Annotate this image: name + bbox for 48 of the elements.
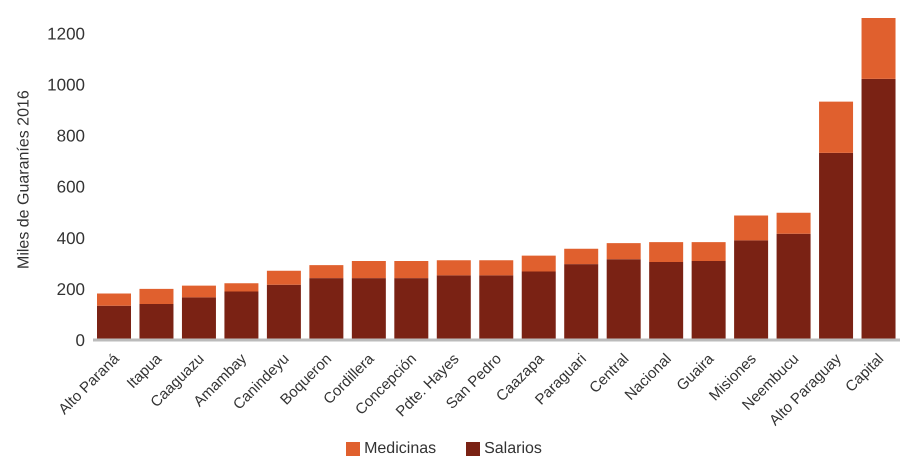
legend-label: Salarios — [484, 440, 542, 457]
bar — [649, 242, 684, 262]
bar — [734, 216, 768, 240]
bar — [139, 288, 174, 304]
y-tick-label: 600 — [56, 178, 85, 197]
bar — [182, 286, 216, 298]
bar — [776, 234, 811, 340]
bar — [224, 291, 258, 340]
bar — [862, 78, 896, 340]
bar — [394, 261, 428, 278]
y-tick-label: 1000 — [47, 75, 85, 94]
y-axis-title: Miles de Guaraníes 2016 — [16, 90, 33, 269]
bar — [182, 297, 216, 340]
y-tick-label: 800 — [56, 126, 85, 146]
y-tick-label: 1200 — [47, 24, 85, 44]
bar — [309, 265, 344, 278]
bar — [862, 18, 896, 79]
y-tick-label: 0 — [76, 331, 85, 350]
bar — [479, 275, 514, 340]
bar — [819, 102, 854, 153]
bar — [606, 243, 641, 260]
bar — [352, 278, 386, 340]
bar — [436, 260, 471, 276]
legend-label: Medicinas — [364, 440, 436, 457]
bar — [649, 262, 684, 340]
bar — [479, 260, 514, 276]
bar — [266, 270, 301, 285]
bar — [97, 293, 131, 306]
bar — [606, 259, 641, 340]
bar — [266, 284, 301, 340]
bar — [564, 248, 598, 264]
bar — [97, 306, 131, 340]
bar — [734, 240, 768, 340]
bar — [564, 264, 598, 340]
bar — [309, 278, 344, 340]
bar — [522, 272, 556, 340]
bar — [436, 275, 471, 340]
bar — [352, 261, 386, 278]
y-tick-label: 200 — [56, 280, 85, 299]
bar — [819, 152, 854, 340]
bar — [139, 304, 174, 340]
bar — [522, 256, 556, 272]
bar — [776, 212, 811, 234]
bar — [692, 242, 726, 262]
bar — [224, 283, 258, 292]
bar — [692, 261, 726, 340]
y-tick-label: 400 — [56, 228, 85, 248]
bar — [394, 278, 428, 340]
